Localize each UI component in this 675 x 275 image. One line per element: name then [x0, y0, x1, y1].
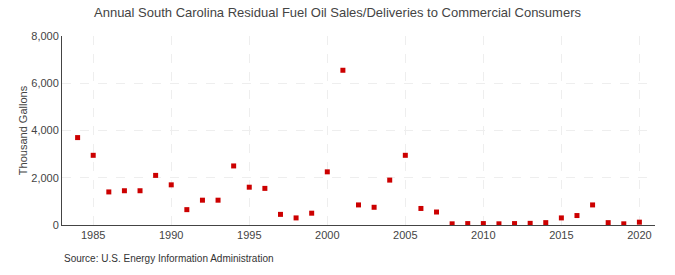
svg-text:Thousand Gallons: Thousand Gallons — [17, 85, 29, 175]
svg-text:1990: 1990 — [159, 229, 183, 241]
svg-text:1985: 1985 — [81, 229, 105, 241]
svg-text:8,000: 8,000 — [31, 30, 59, 42]
svg-text:2015: 2015 — [549, 229, 573, 241]
svg-text:Source: U.S. Energy Informatio: Source: U.S. Energy Information Administ… — [64, 253, 274, 264]
svg-text:Annual South Carolina Residual: Annual South Carolina Residual Fuel Oil … — [94, 5, 581, 20]
svg-text:0: 0 — [53, 219, 59, 231]
svg-text:2,000: 2,000 — [31, 172, 59, 184]
svg-text:4,000: 4,000 — [31, 124, 59, 136]
svg-text:2020: 2020 — [627, 229, 651, 241]
svg-text:2000: 2000 — [315, 229, 339, 241]
svg-text:1995: 1995 — [237, 229, 261, 241]
svg-text:2005: 2005 — [393, 229, 417, 241]
svg-text:2010: 2010 — [471, 229, 495, 241]
svg-text:6,000: 6,000 — [31, 77, 59, 89]
